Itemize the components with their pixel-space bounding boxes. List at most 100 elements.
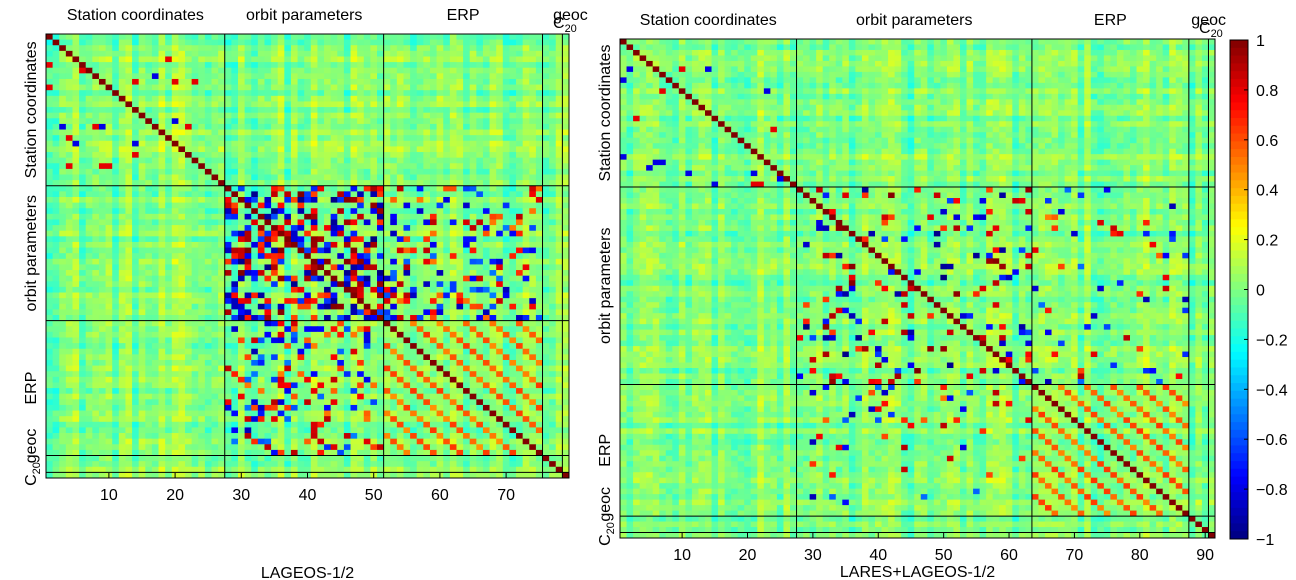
heatmap-cell bbox=[277, 275, 285, 282]
heatmap-cell bbox=[489, 180, 497, 187]
heatmap-cell bbox=[218, 241, 226, 248]
heatmap-cell bbox=[496, 315, 504, 322]
heatmap-cell bbox=[502, 39, 510, 46]
heatmap-cell bbox=[244, 371, 252, 378]
heatmap-cell bbox=[171, 118, 179, 125]
heatmap-cell bbox=[310, 39, 318, 46]
heatmap-cell bbox=[456, 163, 464, 170]
heatmap-cell bbox=[343, 196, 351, 204]
heatmap-cell bbox=[284, 56, 292, 63]
heatmap-cell bbox=[52, 180, 60, 187]
heatmap-cell bbox=[204, 275, 212, 282]
heatmap-cell bbox=[330, 371, 338, 378]
heatmap-cell bbox=[251, 365, 259, 372]
heatmap-cell bbox=[237, 163, 246, 170]
heatmap-cell bbox=[330, 326, 338, 333]
heatmap-cell bbox=[224, 90, 232, 97]
heatmap-cell bbox=[476, 50, 484, 57]
heatmap-cell bbox=[496, 90, 504, 97]
heatmap-cell bbox=[72, 359, 80, 366]
heatmap-cell bbox=[59, 219, 67, 226]
heatmap-cell bbox=[357, 50, 365, 57]
heatmap-cell bbox=[52, 253, 60, 260]
heatmap-cell bbox=[463, 84, 471, 91]
heatmap-cell bbox=[178, 157, 186, 164]
heatmap-cell bbox=[224, 286, 232, 293]
heatmap-cell bbox=[476, 253, 484, 260]
heatmap-cell bbox=[185, 67, 193, 74]
heatmap-cell bbox=[476, 331, 484, 338]
heatmap-cell bbox=[476, 185, 484, 192]
heatmap-cell bbox=[403, 264, 411, 271]
heatmap-cell bbox=[52, 348, 60, 355]
heatmap-cell bbox=[251, 107, 259, 114]
heatmap-cell bbox=[224, 208, 232, 215]
heatmap-cell bbox=[264, 354, 272, 361]
heatmap-cell bbox=[237, 135, 246, 142]
heatmap-cell bbox=[357, 191, 365, 198]
heatmap-cell bbox=[59, 303, 67, 310]
heatmap-cell bbox=[59, 95, 67, 102]
heatmap-cell bbox=[403, 196, 411, 204]
heatmap-cell bbox=[516, 225, 524, 232]
heatmap-cell bbox=[476, 174, 484, 181]
heatmap-cell bbox=[185, 365, 193, 372]
heatmap-cell bbox=[297, 303, 305, 310]
heatmap-cell bbox=[489, 118, 497, 125]
heatmap-cell bbox=[317, 202, 325, 209]
heatmap-cell bbox=[290, 326, 298, 333]
heatmap-cell bbox=[204, 225, 212, 232]
heatmap-cell bbox=[542, 118, 550, 125]
heatmap-cell bbox=[456, 281, 464, 288]
heatmap-cell bbox=[105, 135, 113, 142]
heatmap-cell bbox=[72, 56, 80, 63]
heatmap-cell bbox=[423, 123, 431, 130]
heatmap-cell bbox=[449, 202, 457, 209]
heatmap-cell bbox=[304, 157, 312, 164]
heatmap-cell bbox=[456, 225, 464, 232]
heatmap-cell bbox=[271, 219, 279, 226]
heatmap-cell bbox=[403, 62, 411, 69]
heatmap-cell bbox=[310, 34, 318, 41]
heatmap-cell bbox=[324, 129, 332, 136]
heatmap-cell bbox=[125, 208, 133, 215]
heatmap-cell bbox=[284, 39, 292, 46]
heatmap-cell bbox=[224, 56, 232, 63]
heatmap-cell bbox=[125, 174, 133, 181]
heatmap-cell bbox=[343, 135, 351, 142]
heatmap-cell bbox=[562, 62, 570, 69]
heatmap-cell bbox=[231, 112, 239, 119]
heatmap-cell bbox=[324, 208, 332, 215]
heatmap-cell bbox=[516, 270, 524, 277]
heatmap-cell bbox=[363, 315, 371, 322]
heatmap-cell bbox=[185, 45, 193, 52]
heatmap-cell bbox=[363, 343, 371, 350]
heatmap-cell bbox=[211, 208, 219, 215]
heatmap-cell bbox=[562, 354, 570, 361]
heatmap-cell bbox=[330, 348, 338, 355]
heatmap-cell bbox=[165, 140, 173, 147]
heatmap-cell bbox=[231, 365, 239, 372]
heatmap-cell bbox=[469, 354, 477, 361]
heatmap-cell bbox=[542, 123, 550, 130]
heatmap-cell bbox=[297, 84, 305, 91]
heatmap-cell bbox=[271, 331, 279, 338]
heatmap-cell bbox=[343, 253, 351, 260]
heatmap-cell bbox=[178, 270, 186, 277]
heatmap-cell bbox=[330, 67, 338, 74]
heatmap-cell bbox=[549, 281, 557, 288]
heatmap-cell bbox=[271, 241, 279, 248]
heatmap-cell bbox=[52, 275, 60, 282]
heatmap-cell bbox=[204, 129, 212, 136]
heatmap-cell bbox=[357, 101, 365, 108]
heatmap-cell bbox=[105, 241, 113, 248]
heatmap-cell bbox=[449, 343, 457, 350]
heatmap-cell bbox=[522, 275, 530, 282]
heatmap-cell bbox=[191, 135, 199, 142]
heatmap-cell bbox=[72, 191, 80, 198]
heatmap-cell bbox=[522, 140, 530, 147]
heatmap-cell bbox=[158, 146, 166, 153]
heatmap-cell bbox=[310, 185, 318, 192]
heatmap-cell bbox=[549, 39, 557, 46]
heatmap-cell bbox=[85, 258, 93, 265]
